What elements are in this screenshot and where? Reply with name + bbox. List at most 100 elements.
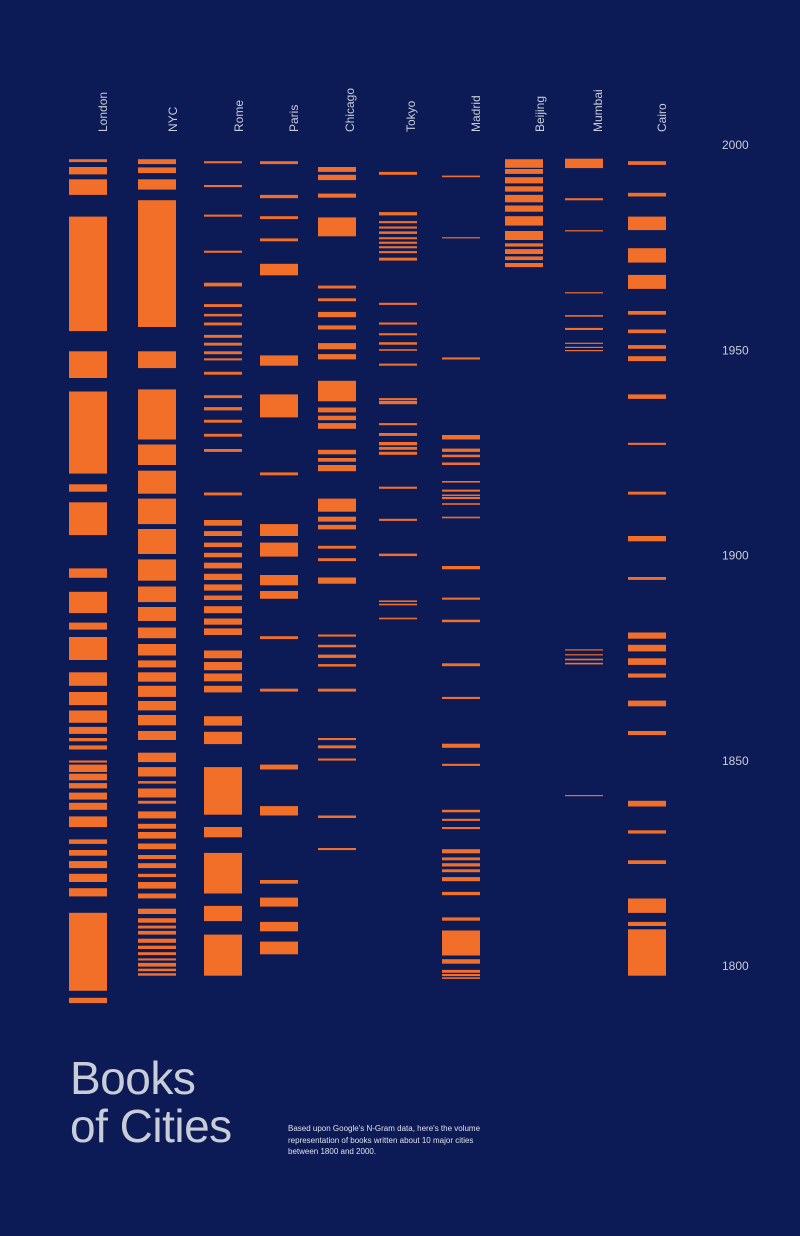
volume-band: [138, 788, 176, 798]
volume-band: [442, 516, 480, 519]
volume-band: [69, 710, 107, 723]
volume-band: [442, 827, 480, 830]
volume-band: [628, 830, 666, 834]
volume-band: [628, 860, 666, 864]
volume-band: [204, 934, 242, 976]
volume-band: [318, 325, 356, 330]
volume-band: [442, 503, 480, 505]
volume-band: [204, 371, 242, 375]
volume-band: [138, 731, 176, 740]
volume-band: [138, 811, 176, 819]
volume-band: [138, 529, 176, 554]
volume-band: [318, 634, 356, 637]
volume-band: [69, 726, 107, 734]
volume-band: [138, 855, 176, 860]
volume-band: [138, 351, 176, 369]
volume-band: [379, 400, 417, 405]
volume-band: [442, 597, 480, 600]
volume-band: [379, 486, 417, 489]
volume-band: [138, 930, 176, 935]
volume-band: [138, 938, 176, 943]
volume-band: [379, 617, 417, 620]
volume-band: [138, 179, 176, 190]
volume-band: [318, 524, 356, 530]
volume-band: [204, 419, 242, 423]
volume-band: [318, 738, 356, 741]
volume-band: [318, 343, 356, 350]
volume-band: [204, 562, 242, 569]
volume-band: [442, 869, 480, 873]
city-label-tokyo: Tokyo: [404, 100, 418, 132]
volume-band: [138, 918, 176, 923]
volume-band: [318, 407, 356, 413]
volume-band: [379, 237, 417, 240]
volume-band: [204, 351, 242, 355]
volume-band: [628, 673, 666, 678]
volume-band: [628, 898, 666, 913]
volume-band: [260, 591, 298, 599]
volume-band: [442, 663, 480, 667]
volume-band: [442, 877, 480, 882]
volume-band: [69, 591, 107, 614]
volume-band: [69, 568, 107, 578]
volume-band: [260, 238, 298, 242]
volume-band: [379, 231, 417, 234]
poster-title: Books of Cities: [70, 1054, 232, 1150]
volume-band: [69, 873, 107, 882]
volume-band: [442, 435, 480, 440]
volume-band: [138, 893, 176, 899]
volume-band: [318, 193, 356, 198]
volume-band: [138, 685, 176, 697]
volume-band: [69, 484, 107, 492]
volume-band: [138, 781, 176, 784]
volume-band: [565, 198, 603, 201]
volume-band: [379, 518, 417, 521]
volume-band: [69, 792, 107, 800]
volume-band: [204, 606, 242, 614]
volume-band: [260, 688, 298, 692]
volume-band: [442, 237, 480, 239]
volume-band: [318, 815, 356, 818]
volume-band: [565, 292, 603, 294]
volume-band: [565, 230, 603, 232]
volume-band: [505, 256, 543, 261]
volume-band: [318, 664, 356, 667]
volume-band: [138, 444, 176, 465]
volume-band: [69, 502, 107, 536]
volume-band: [260, 575, 298, 586]
volume-band: [318, 465, 356, 472]
volume-band: [318, 415, 356, 421]
volume-band: [318, 848, 356, 851]
volume-band: [138, 701, 176, 711]
volume-band: [628, 644, 666, 652]
volume-band: [138, 823, 176, 829]
volume-band: [442, 357, 480, 360]
volume-band: [204, 334, 242, 338]
volume-band: [379, 600, 417, 602]
city-label-rome: Rome: [232, 100, 246, 132]
year-axis: 2000 1950 1900 1850 1800: [722, 138, 749, 973]
volume-band: [69, 167, 107, 175]
volume-band: [379, 423, 417, 426]
volume-band: [318, 458, 356, 462]
volume-band: [379, 322, 417, 325]
volume-band: [138, 715, 176, 726]
volume-band: [379, 302, 417, 305]
volume-band: [204, 185, 242, 188]
series-madrid: [442, 175, 480, 979]
volume-band: [260, 216, 298, 220]
volume-band: [204, 250, 242, 253]
volume-band: [318, 285, 356, 289]
series-rome: [204, 161, 242, 976]
volume-band: [138, 952, 176, 956]
volume-band: [204, 731, 242, 745]
volume-band: [69, 997, 107, 1004]
series-paris: [260, 161, 298, 955]
volume-band: [628, 345, 666, 349]
volume-band: [318, 558, 356, 562]
volume-band: [628, 216, 666, 231]
volume-band: [204, 358, 242, 361]
volume-band: [204, 716, 242, 726]
volume-band: [442, 462, 480, 465]
volume-band: [628, 577, 666, 580]
